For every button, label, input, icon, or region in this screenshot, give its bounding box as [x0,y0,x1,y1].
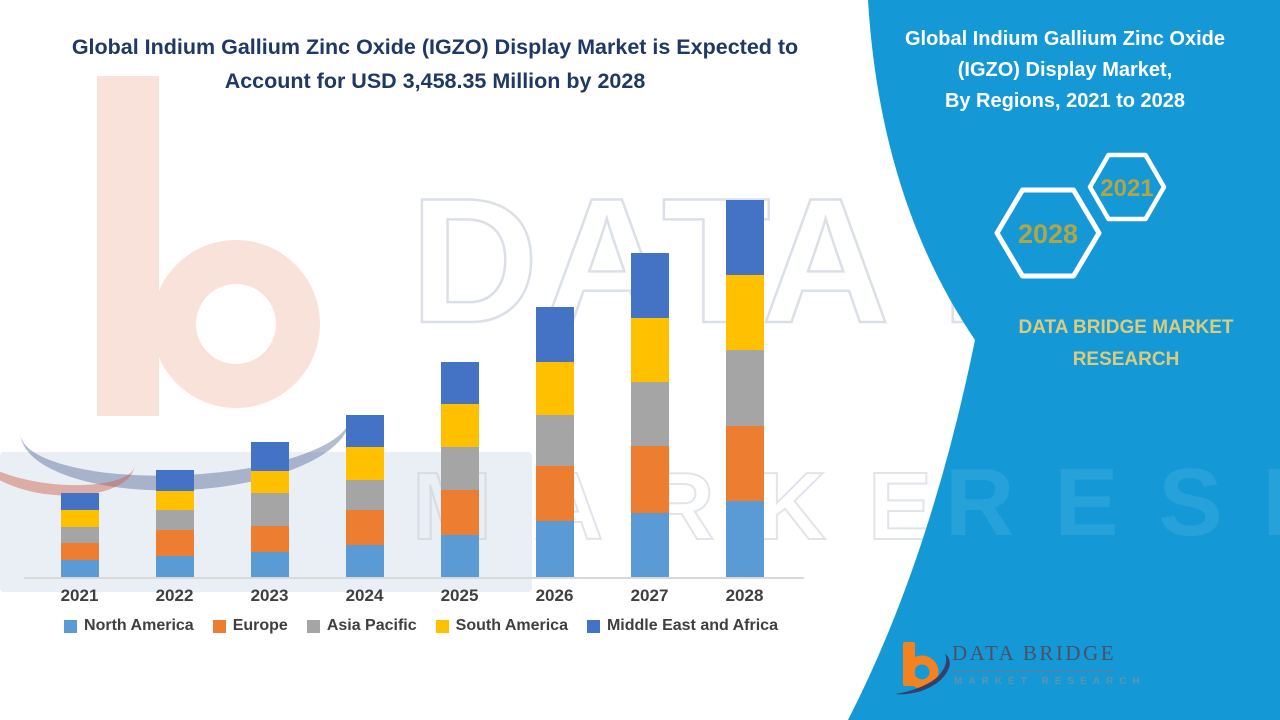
x-axis-label-2025: 2025 [440,586,479,605]
bar-segment-south-america-2025 [440,404,479,447]
footer-brand-tagline: MARKET RESEARCH [954,676,1146,687]
x-axis-labels: 2021 2022 2023 2024 2025 2026 2027 2028 [32,586,792,606]
x-axis-label-2026: 2026 [535,586,574,605]
data-bridge-logo-icon [895,642,950,695]
stacked-bar-2021 [60,493,99,577]
bar-segment-asia-pacific-2024 [345,479,384,510]
legend-label: North America [84,617,194,634]
side-panel-polygon [848,0,1280,720]
bar-segment-north-america-2028 [725,501,764,577]
bar-segment-asia-pacific-2028 [725,349,764,426]
bar-segment-middle-east-and-africa-2028 [725,200,764,275]
stacked-bar-2025 [440,361,479,577]
panel-watermark-text: RESEARCH [945,449,1280,556]
chart-title: Global Indium Gallium Zinc Oxide (IGZO) … [15,30,855,98]
x-axis-line [24,577,804,579]
bar-segment-europe-2028 [725,425,764,502]
x-axis-label-2022: 2022 [155,586,194,605]
hexagon-2028-label: 2028 [1018,219,1078,249]
chart-legend: North America Europe Asia Pacific South Ame… [32,617,810,635]
legend-swatch-icon [586,619,600,633]
logo-bowl [905,655,939,689]
watermark-logo-stem [97,76,159,416]
side-panel-brand: DATA BRIDGE MARKET RESEARCH [950,312,1280,376]
x-axis-label-2023: 2023 [250,586,289,605]
chart-title-line1: Global Indium Gallium Zinc Oxide (IGZO) … [71,35,799,59]
bar-segment-south-america-2021 [60,509,99,527]
legend-item-north-america: North America [64,617,194,635]
legend-swatch-icon [435,619,449,633]
x-axis-label-2028: 2028 [725,586,764,605]
plot-area [32,197,792,577]
bar-segment-europe-2023 [250,525,289,552]
side-panel-heading-line2: (IGZO) Display Market, [957,59,1173,81]
legend-item-asia-pacific: Asia Pacific [306,617,417,635]
bar-segment-asia-pacific-2022 [155,510,194,530]
stacked-bar-2027 [630,252,669,577]
bar-segment-south-america-2023 [250,471,289,494]
bar-segment-north-america-2022 [155,555,194,577]
side-panel-brand-line2: RESEARCH [1072,349,1180,370]
bar-segment-middle-east-and-africa-2021 [60,493,99,510]
bar-segment-europe-2022 [155,529,194,556]
stacked-bar-2024 [345,414,384,577]
side-panel-brand-line1: DATA BRIDGE MARKET [1018,317,1234,338]
legend-swatch-icon [212,619,226,633]
bar-segment-middle-east-and-africa-2024 [345,414,384,448]
hexagon-2028 [994,187,1102,279]
hexagon-2021-label: 2021 [1100,175,1153,202]
bar-segment-middle-east-and-africa-2023 [250,442,289,472]
bar-segment-asia-pacific-2027 [630,381,669,446]
legend-label: Middle East and Africa [606,617,778,634]
bar-segment-asia-pacific-2023 [250,493,289,526]
stacked-bar-2023 [250,442,289,577]
bar-segment-europe-2024 [345,509,384,546]
bar-segment-south-america-2022 [155,491,194,511]
bar-segment-europe-2027 [630,445,669,514]
side-panel-heading-line1: Global Indium Gallium Zinc Oxide [904,28,1226,50]
x-axis-label-2021: 2021 [60,586,99,605]
hexagon-2021 [1087,152,1167,222]
bar-segment-middle-east-and-africa-2027 [630,252,669,319]
legend-item-south-america: South America [435,617,568,635]
legend-item-middle-east-and-africa: Middle East and Africa [586,617,778,635]
legend-label: Europe [232,617,288,634]
bar-segment-europe-2021 [60,543,99,561]
x-axis-label-2027: 2027 [630,586,669,605]
stacked-bar-2026 [535,307,574,577]
stacked-bar-2028 [725,200,764,577]
bar-segment-south-america-2024 [345,447,384,480]
bar-segment-north-america-2023 [250,551,289,577]
logo-swoosh [895,654,950,695]
bar-segment-south-america-2027 [630,318,669,382]
legend-label: Asia Pacific [326,617,417,634]
bar-segment-south-america-2028 [725,274,764,350]
stacked-bar-2022 [155,469,194,577]
bar-segment-europe-2025 [440,490,479,535]
bar-segment-south-america-2026 [535,362,574,415]
legend-swatch-icon [64,619,78,633]
footer-brand-name: DATA BRIDGE [952,641,1117,671]
bar-segment-north-america-2021 [60,560,99,577]
bar-segment-middle-east-and-africa-2022 [155,469,194,492]
bar-segment-asia-pacific-2021 [60,526,99,544]
legend-swatch-icon [306,619,320,633]
legend-item-europe: Europe [212,617,288,635]
bar-segment-middle-east-and-africa-2025 [440,361,479,405]
x-axis-label-2024: 2024 [345,586,384,605]
bar-segment-asia-pacific-2026 [535,414,574,466]
bar-segment-north-america-2024 [345,545,384,577]
side-panel-heading-line3: By Regions, 2021 to 2028 [944,90,1186,112]
bar-segment-asia-pacific-2025 [440,446,479,491]
side-panel-heading: Global Indium Gallium Zinc Oxide (IGZO) … [895,24,1235,117]
bar-segment-north-america-2026 [535,521,574,577]
legend-label: South America [455,617,568,634]
bar-segment-north-america-2027 [630,513,669,577]
bar-segment-north-america-2025 [440,534,479,577]
bar-segment-middle-east-and-africa-2026 [535,307,574,363]
chart-title-line2: Account for USD 3,458.35 Million by 2028 [224,69,646,93]
bar-segment-europe-2026 [535,465,574,522]
